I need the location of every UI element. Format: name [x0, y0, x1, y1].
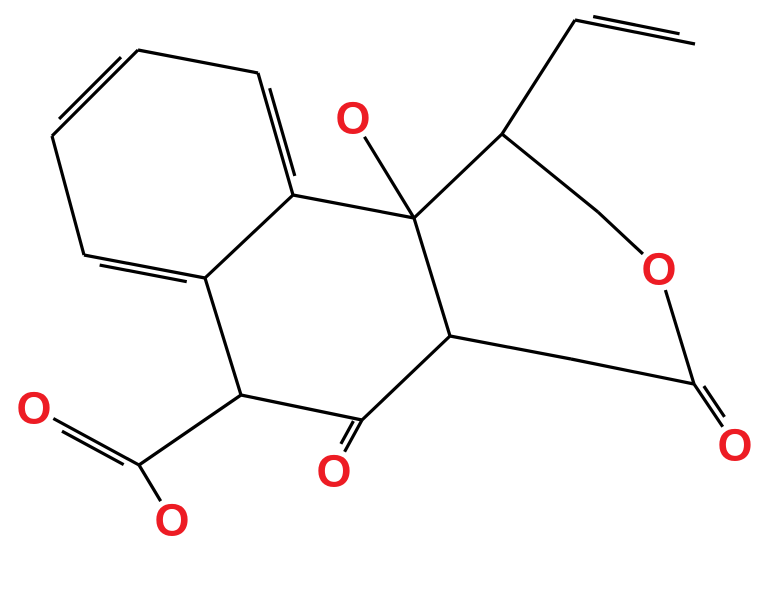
bond [362, 336, 450, 420]
bond [139, 395, 241, 465]
bond [241, 395, 362, 420]
bond [59, 57, 121, 119]
bond [293, 195, 414, 218]
bond [502, 134, 598, 212]
atom-label-o: O [717, 420, 752, 471]
bond [598, 212, 643, 254]
atom-label-o: O [16, 383, 51, 434]
bond [205, 195, 293, 278]
molecule-diagram: O O O O O O [0, 0, 769, 602]
bond [364, 137, 414, 218]
bond [52, 50, 138, 136]
bond [53, 418, 139, 465]
bond [414, 134, 502, 218]
atom-label-o: O [641, 244, 676, 295]
bond [258, 73, 293, 195]
bond [138, 50, 258, 73]
bond [62, 431, 124, 464]
bond [52, 136, 84, 255]
atom-label-o: O [154, 495, 189, 546]
bond [665, 290, 694, 384]
bond [502, 20, 575, 134]
atom-label-o: O [335, 93, 370, 144]
bond [414, 218, 450, 336]
atom-label-o: O [316, 446, 351, 497]
bond [205, 278, 241, 395]
bond [571, 359, 694, 384]
bond [450, 336, 571, 359]
